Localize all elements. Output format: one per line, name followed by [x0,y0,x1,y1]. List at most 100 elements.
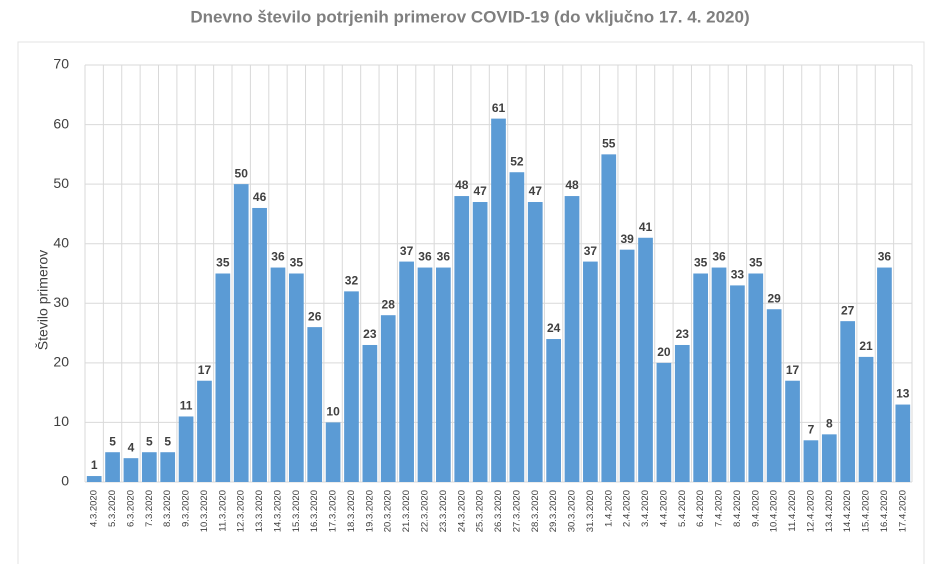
bar [307,327,323,482]
x-tick-label: 18.3.2020 [346,490,357,532]
data-label: 37 [584,244,598,258]
data-label: 35 [290,256,304,270]
data-label: 17 [786,363,800,377]
x-tick-label: 8.3.2020 [162,490,173,527]
x-tick-label: 3.4.2020 [640,490,651,527]
bar [509,172,525,482]
data-label: 50 [235,166,249,180]
bar [417,267,433,482]
y-tick-label: 30 [53,294,69,310]
x-tick-label: 15.3.2020 [291,490,302,532]
bar [288,273,304,482]
y-axis-label: Število primerov [35,250,51,350]
data-label: 7 [808,422,815,436]
bar [399,261,414,482]
bar [546,339,561,482]
x-tick-label: 6.4.2020 [695,490,706,527]
y-tick-label: 10 [53,413,69,429]
x-tick-label: 15.4.2020 [861,490,872,532]
data-label: 33 [731,268,745,282]
bar [362,344,378,482]
data-label: 47 [529,184,543,198]
x-tick-label: 9.4.2020 [750,490,761,527]
data-label: 36 [878,250,892,264]
data-label: 48 [565,178,579,192]
data-label: 5 [164,434,171,448]
bar [472,202,488,482]
x-tick-label: 30.3.2020 [567,490,578,532]
bar [436,267,451,482]
bar [674,344,690,482]
x-tick-label: 11.3.2020 [217,490,228,532]
x-tick-label: 24.3.2020 [456,490,467,532]
y-tick-label: 40 [53,234,69,250]
bar [233,184,249,482]
data-label: 10 [326,405,340,419]
x-tick-label: 10.4.2020 [769,490,780,532]
data-label: 52 [510,154,524,168]
bar [748,273,764,482]
x-tick-label: 5.3.2020 [107,490,118,527]
bar [803,440,819,482]
y-tick-label: 0 [61,473,69,489]
bar [380,315,396,482]
bar [454,196,470,483]
x-tick-label: 20.3.2020 [383,490,394,532]
data-label: 36 [712,250,726,264]
bar [895,404,911,482]
x-tick-label: 25.3.2020 [475,490,486,532]
bar [601,154,617,482]
bar [693,273,709,482]
bar [123,458,139,482]
x-tick-label: 19.3.2020 [364,490,375,532]
x-tick-label: 29.3.2020 [548,490,559,532]
chart-title: Dnevno število potrjenih primerov COVID-… [190,7,749,26]
data-label: 28 [382,297,396,311]
data-label: 36 [271,250,285,264]
bar [160,452,176,482]
bar [785,380,800,482]
x-tick-label: 16.4.2020 [879,490,890,532]
bar [252,207,267,482]
data-label: 39 [620,232,634,246]
x-tick-label: 11.4.2020 [787,490,798,532]
data-label: 4 [128,440,135,454]
data-label: 55 [602,137,616,151]
y-tick-label: 70 [53,56,69,72]
x-tick-label: 1.4.2020 [603,490,614,527]
bar [858,356,874,482]
data-label: 23 [676,327,690,341]
data-label: 46 [253,190,267,204]
data-label: 61 [492,101,506,115]
data-label: 17 [198,363,212,377]
x-tick-label: 17.3.2020 [328,490,339,532]
bar [344,291,359,482]
x-tick-label: 28.3.2020 [530,490,541,532]
data-label: 5 [109,434,116,448]
data-label: 35 [694,256,708,270]
x-tick-label: 22.3.2020 [420,490,431,532]
bar [656,362,672,482]
data-label: 24 [547,321,561,335]
bar [86,476,102,482]
data-label: 8 [826,417,833,431]
x-tick-label: 7.3.2020 [144,490,155,527]
x-tick-label: 17.4.2020 [897,490,908,532]
data-label: 1 [91,458,98,472]
bar [638,237,653,482]
y-tick-label: 60 [53,115,69,131]
x-tick-label: 10.3.2020 [199,490,210,532]
x-tick-label: 6.3.2020 [125,490,136,527]
bar [215,273,231,482]
data-label: 23 [363,327,377,341]
data-label: 32 [345,274,359,288]
x-tick-label: 14.4.2020 [842,490,853,532]
x-tick-label: 27.3.2020 [511,490,522,532]
data-label: 36 [437,250,451,264]
bar [564,196,580,483]
x-tick-label: 2.4.2020 [622,490,633,527]
x-tick-label: 8.4.2020 [732,490,743,527]
x-tick-label: 31.3.2020 [585,490,596,532]
data-label: 5 [146,434,153,448]
data-label: 37 [400,244,414,258]
